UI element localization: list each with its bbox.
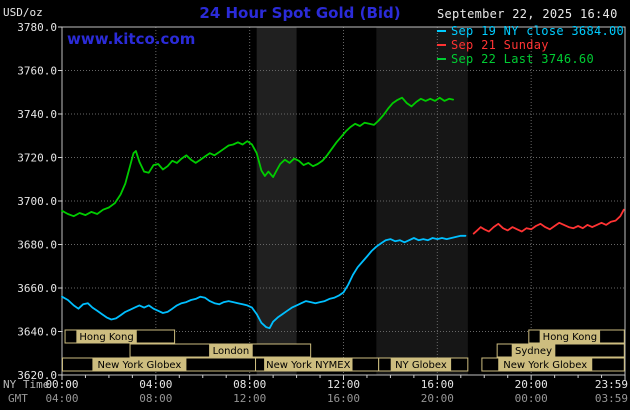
session-label: Hong Kong xyxy=(543,332,597,343)
legend-item-sep22: Sep 22 Last 3746.60 xyxy=(437,51,624,66)
series-line-1 xyxy=(472,208,625,235)
session-label-box xyxy=(76,330,137,343)
legend-label: Sep 21 Sunday xyxy=(451,37,549,52)
session-label: NY Globex xyxy=(395,360,447,371)
legend-item-sep19: Sep 19 NY close 3684.00 xyxy=(437,23,625,38)
legend-item-sep21: Sep 21 Sunday xyxy=(437,37,624,52)
y-tick-label: 3700.0 xyxy=(17,195,57,208)
x-tick-label-gmt: 12:00 xyxy=(233,392,266,405)
y-tick-label: 3780.0 xyxy=(17,21,57,34)
session-label: New York Globex xyxy=(503,360,587,371)
legend-line-marker xyxy=(437,29,446,32)
x-tick-label-gmt: 20:00 xyxy=(421,392,454,405)
x-tick-label-ny: 23:59 xyxy=(595,378,628,391)
legend-label: Sep 19 NY close 3684.00 xyxy=(451,23,625,38)
legend-line-marker xyxy=(437,57,446,60)
session-label-box xyxy=(390,358,452,371)
y-tick-label: 3720.0 xyxy=(17,152,57,165)
legend-label: Sep 22 Last 3746.60 xyxy=(451,51,594,66)
session-label: Sydney xyxy=(515,346,552,357)
session-label-box xyxy=(264,358,353,371)
y-tick-label: 3680.0 xyxy=(17,239,57,252)
x-tick-label-ny: 20:00 xyxy=(515,378,548,391)
x-tick-label-gmt: 00:00 xyxy=(515,392,548,405)
chart-datetime: September 22, 2025 16:40 xyxy=(437,7,618,21)
ny-time-axis-label: NY Time xyxy=(3,378,49,391)
x-tick-label-ny: 12:00 xyxy=(327,378,360,391)
x-tick-label-ny: 16:00 xyxy=(421,378,454,391)
session-label-box xyxy=(539,330,601,343)
session-label-box xyxy=(511,344,556,357)
x-tick-label-gmt: 08:00 xyxy=(139,392,172,405)
x-tick-label-gmt: 03:59 xyxy=(595,392,628,405)
y-axis-unit-label: USD/oz xyxy=(3,6,43,19)
series-line-0 xyxy=(61,234,467,330)
session-label-box xyxy=(92,358,187,371)
x-tick-label-gmt: 04:00 xyxy=(45,392,78,405)
session-label: Hong Kong xyxy=(79,332,133,343)
x-tick-label-ny: 00:00 xyxy=(45,378,78,391)
session-label: New York Globex xyxy=(97,360,181,371)
gmt-axis-label: GMT xyxy=(8,392,28,405)
session-label-box xyxy=(498,358,593,371)
session-label: New York NYMEX xyxy=(266,360,351,371)
legend-line-marker xyxy=(437,43,446,46)
datetime-legend-block: September 22, 2025 16:40 Sep 19 NY close… xyxy=(437,7,625,66)
session-label: London xyxy=(213,346,250,357)
x-tick-label-ny: 04:00 xyxy=(139,378,172,391)
x-tick-label-gmt: 16:00 xyxy=(327,392,360,405)
chart-title: 24 Hour Spot Gold (Bid) xyxy=(199,4,401,22)
y-tick-label: 3760.0 xyxy=(17,65,57,78)
session-label-box xyxy=(209,344,253,357)
x-tick-label-ny: 08:00 xyxy=(233,378,266,391)
y-tick-label: 3660.0 xyxy=(17,282,57,295)
series-line-2 xyxy=(61,96,455,218)
y-tick-label: 3640.0 xyxy=(17,326,57,339)
y-tick-label: 3620.0 xyxy=(17,369,57,382)
y-tick-label: 3740.0 xyxy=(17,108,57,121)
kitco-watermark-link[interactable]: www.kitco.com xyxy=(67,30,196,48)
